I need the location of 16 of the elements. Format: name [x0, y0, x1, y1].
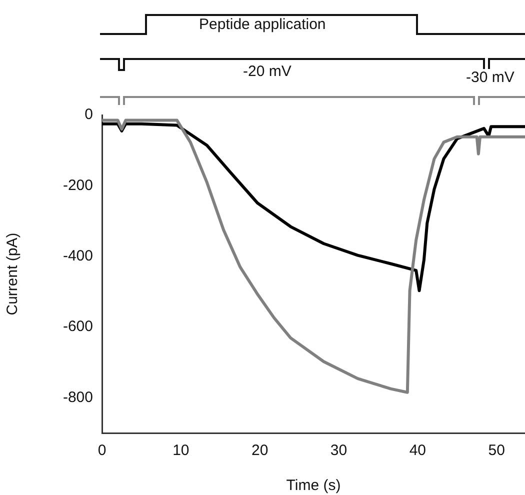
y-tick-label: -600 [62, 318, 93, 336]
x-tick-label: 50 [488, 442, 505, 460]
y-tick-label: 0 [84, 106, 93, 124]
y-tick-label: -400 [62, 247, 93, 264]
y-tick-label: -800 [62, 388, 93, 406]
x-tick-label: 30 [330, 442, 348, 460]
text: Peptide application [198, 16, 327, 33]
x-tick-label: 10 [172, 442, 190, 460]
x-tick-label: 20 [251, 442, 268, 460]
y-tick-label: -200 [62, 176, 93, 194]
text: -20 mV [242, 63, 292, 80]
y-axis-title: Current (pA) [4, 232, 22, 316]
x-tick-label: 40 [409, 442, 426, 460]
text: -30 mV [465, 69, 516, 86]
x-tick-label: 0 [98, 442, 106, 460]
x-axis-title: Time (s) [286, 477, 341, 494]
